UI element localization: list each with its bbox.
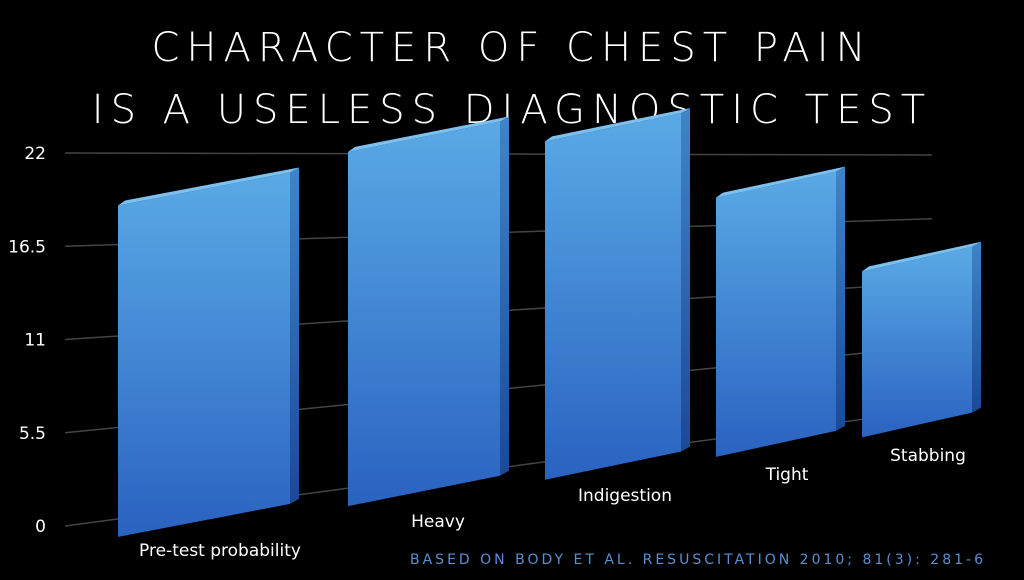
slide-title-line-1: CHARACTER OF CHEST PAIN [151,25,873,71]
y-tick-label: 16.5 [8,237,46,257]
y-tick-label: 5.5 [19,424,46,444]
bar-side [836,166,845,431]
category-label: Pre-test probability [139,541,301,561]
category-label: Indigestion [578,486,672,506]
category-labels: Pre-test probability Heavy Indigestion Tigh… [139,446,966,561]
category-label: Heavy [411,512,465,532]
y-tick-label: 0 [35,517,46,537]
bar [862,241,981,438]
bar [348,116,509,507]
bar-side [500,116,509,476]
bar-top [545,108,690,142]
bar-front [716,171,836,457]
bar [545,108,690,480]
bar-top [348,116,509,152]
y-tick-label: 11 [24,331,46,351]
bar-front [348,121,500,507]
bar-top [118,167,299,206]
bar-front [862,246,972,438]
bar-front [545,113,681,480]
bar-top [862,241,981,272]
bar-side [681,108,690,452]
y-axis-tick-labels: 0 5.5 11 16.5 22 [8,144,46,537]
bar-front [118,172,290,537]
bars [118,108,981,537]
bar-side [290,167,299,504]
source-citation: BASED ON BODY ET AL. RESUSCITATION 2010;… [410,552,986,568]
y-tick-label: 22 [24,144,46,164]
category-label: Stabbing [890,446,966,466]
bar-side [972,241,981,413]
bar [716,166,845,457]
bar-top [716,166,845,198]
category-label: Tight [765,465,809,485]
bar [118,167,299,537]
